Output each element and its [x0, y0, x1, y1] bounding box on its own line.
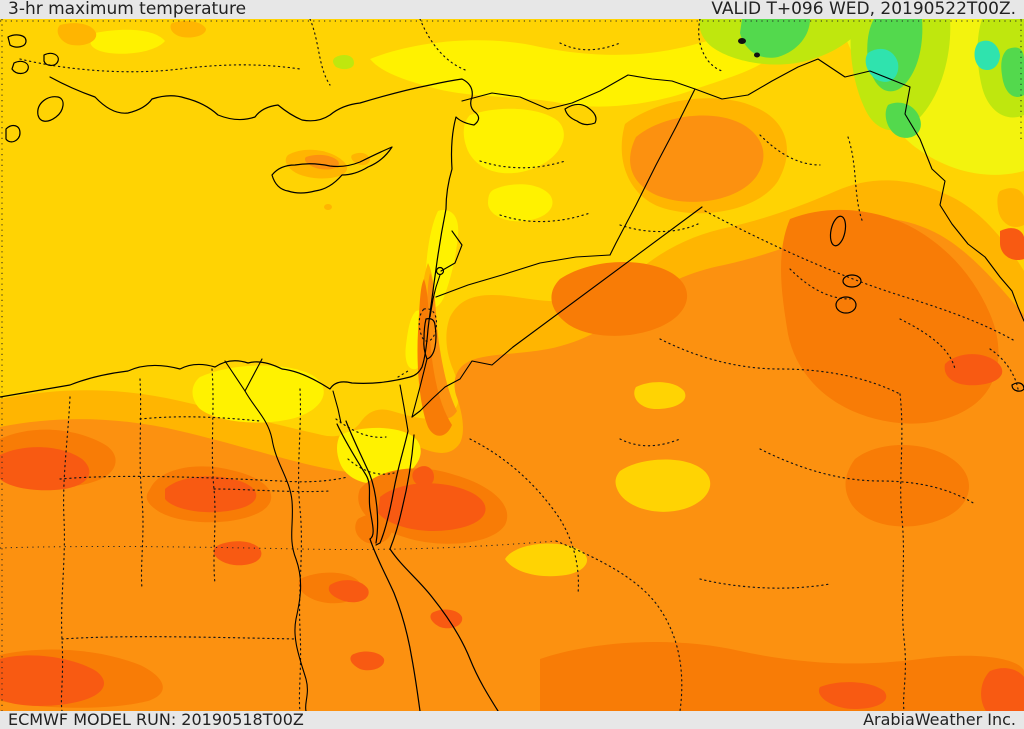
lake-razazza — [835, 296, 857, 314]
valid-time-label: VALID T+096 WED, 20190522T00Z. — [711, 0, 1016, 19]
layer-cool-corner — [333, 19, 1024, 175]
aegean-islands — [5, 34, 59, 143]
nile-delta-branches — [224, 358, 263, 392]
turkey-lake-2 — [754, 52, 760, 58]
model-run-label: ECMWF MODEL RUN: 20190518T00Z — [8, 710, 304, 729]
cyprus-coast — [271, 146, 393, 194]
gulf-of-aqaba-coast — [375, 430, 415, 550]
layer-red-orange — [0, 228, 1024, 711]
coastlines — [0, 34, 1024, 711]
red-sea-coast — [369, 538, 499, 711]
weather-map — [0, 19, 1024, 711]
temperature-map-canvas — [0, 19, 1024, 711]
graticule — [0, 19, 1024, 711]
lakes — [423, 38, 862, 360]
header-bar: 3-hr maximum temperature VALID T+096 WED… — [0, 0, 1024, 19]
brand-label: ArabiaWeather Inc. — [863, 710, 1016, 729]
gulf-of-suez-coast — [336, 420, 379, 544]
lake-tharthar — [829, 215, 847, 247]
country-borders — [399, 58, 1024, 432]
lake-assad — [564, 103, 597, 126]
map-title: 3-hr maximum temperature — [8, 0, 247, 19]
turkey-levant-egypt-coast — [0, 76, 480, 398]
suez-canal — [332, 390, 342, 424]
rivers — [224, 358, 342, 711]
lake-habbaniyah — [842, 274, 862, 288]
footer-bar: ECMWF MODEL RUN: 20190518T00Z ArabiaWeat… — [0, 710, 1024, 729]
turkey-lake-1 — [738, 38, 746, 44]
sea-of-galilee — [435, 266, 445, 276]
kuwait-bay — [1011, 382, 1024, 392]
nile-river — [244, 390, 308, 711]
admin-borders-dotted — [19, 19, 1019, 711]
rhodes-island — [37, 96, 64, 122]
dead-sea — [423, 318, 437, 360]
